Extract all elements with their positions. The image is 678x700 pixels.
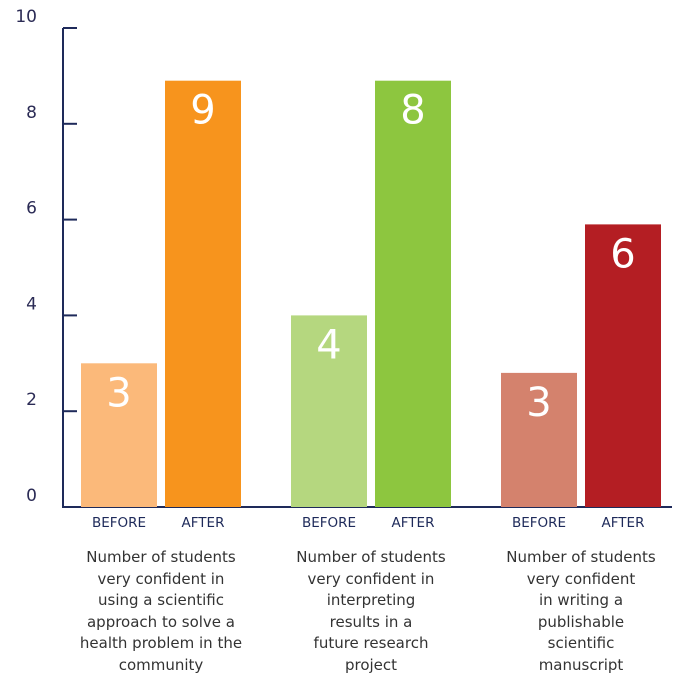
bar-after <box>585 224 661 507</box>
group-caption: Number of students very confident in usi… <box>79 548 243 674</box>
bar-after <box>375 80 451 507</box>
bar-value-label: 3 <box>526 380 551 426</box>
y-tick-label: 4 <box>26 294 37 314</box>
x-category-label: BEFORE <box>92 515 146 531</box>
bar-value-label: 4 <box>316 322 341 368</box>
y-tick-label: 6 <box>26 199 37 219</box>
x-category-label: AFTER <box>392 515 435 531</box>
x-category-label: BEFORE <box>302 515 356 531</box>
bar-value-label: 6 <box>610 231 635 277</box>
y-tick-label: 2 <box>26 390 37 410</box>
x-category-label: AFTER <box>602 515 645 531</box>
group-caption: Number of students very confident in wri… <box>506 548 656 674</box>
bar-before <box>291 315 367 507</box>
x-category-label: AFTER <box>182 515 225 531</box>
bar-chart: 0 2 4 6 8 10 3 BEFORE 9 AFTER 4 BEFORE 8 AFTER 3 BEFOR… <box>15 7 672 531</box>
group-caption: Number of students very confident in int… <box>296 548 446 674</box>
y-tick-label: 10 <box>15 7 37 27</box>
y-tick-label: 0 <box>26 486 37 506</box>
bar-value-label: 8 <box>400 88 425 134</box>
bar-before <box>501 372 577 507</box>
bar-value-label: 3 <box>106 370 131 416</box>
y-tick-label: 8 <box>26 103 37 123</box>
x-category-label: BEFORE <box>512 515 566 531</box>
bar-before <box>81 363 157 507</box>
bar-after <box>165 80 241 507</box>
bar-value-label: 9 <box>190 88 215 134</box>
